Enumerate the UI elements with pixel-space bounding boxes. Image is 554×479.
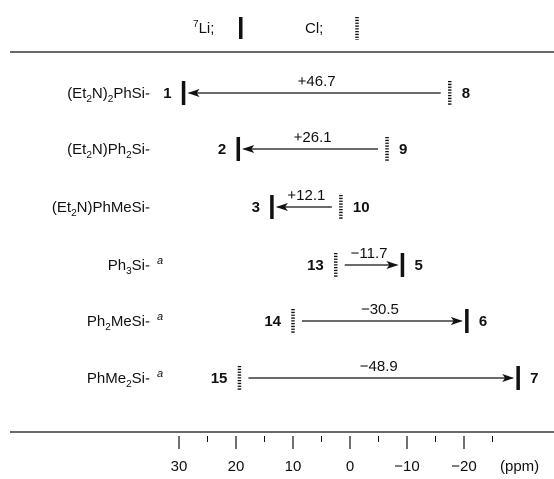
compound-label: (Et2N)PhMeSi- <box>52 199 150 219</box>
compound-label-part: PhSi- <box>113 85 150 102</box>
axis-tick-label: 0 <box>346 458 354 475</box>
compound-label-part: (Et <box>67 141 87 158</box>
compound-label: (Et2N)Ph2Si- <box>67 141 150 161</box>
legend-li-text: Li; <box>199 20 215 37</box>
compound-row: Ph3Si-a −11.7 5 13 <box>108 245 423 277</box>
footnote-marker: a <box>157 368 163 380</box>
compound-label-part: 2 <box>71 208 77 219</box>
li-compound-number: 3 <box>252 199 260 216</box>
footnote-marker: a <box>157 255 163 267</box>
axis-tick-label: 10 <box>285 458 302 475</box>
li-compound-number: 6 <box>479 313 487 330</box>
compound-label-part: 2 <box>126 379 132 390</box>
compound-label-part: Ph <box>108 257 126 274</box>
cl-compound-number: 9 <box>399 141 407 158</box>
shift-value: −48.9 <box>360 358 398 375</box>
shift-value: −30.5 <box>361 301 399 318</box>
li-bar <box>516 366 520 390</box>
shift-value: +46.7 <box>298 73 336 90</box>
compound-label-part: 2 <box>86 150 92 161</box>
legend: 7Li; Cl; <box>193 17 359 40</box>
axis-tick-label: 30 <box>171 458 188 475</box>
li-bar <box>270 195 274 219</box>
compound-label: Ph3Si- <box>108 257 150 277</box>
li-bar <box>400 253 405 277</box>
compound-label: Ph2MeSi- <box>87 313 150 333</box>
compound-row: (Et2N)2PhSi-+46.71 8 <box>67 73 470 105</box>
compound-row: (Et2N)Ph2Si-+26.12 9 <box>67 129 407 161</box>
compound-label: (Et2N)2PhSi- <box>67 85 150 105</box>
li-compound-number: 5 <box>414 257 422 274</box>
cl-compound-number: 13 <box>307 257 324 274</box>
compound-label: PhMe2Si- <box>87 370 150 390</box>
shift-value: +26.1 <box>294 129 332 146</box>
compound-row: Ph2MeSi-a −30.5 6 14 <box>87 301 487 333</box>
compound-label-part: N)PhMeSi- <box>77 199 150 216</box>
axis-tick-label: −10 <box>394 458 419 475</box>
compound-label-part: (Et <box>52 199 72 216</box>
legend-cl-label: Cl; <box>305 20 323 37</box>
compound-label-part: Si- <box>132 370 150 387</box>
compound-label-part: 2 <box>108 94 114 105</box>
legend-li-superscript: 7 <box>193 19 199 30</box>
cl-compound-number: 15 <box>211 370 228 387</box>
cl-compound-number: 10 <box>353 199 370 216</box>
x-axis: 30 20 10 0 −10 −20 <box>171 436 493 475</box>
compound-label-part: N) <box>92 85 108 102</box>
li-bar <box>465 309 469 333</box>
compound-label-part: PhMe <box>87 370 126 387</box>
li-compound-number: 2 <box>218 141 226 158</box>
compound-label-part: 3 <box>126 266 132 277</box>
compound-row: PhMe2Si-a −48.9 7 15 <box>87 358 538 390</box>
axis-tick-label: 20 <box>228 458 245 475</box>
compound-label-part: Si- <box>132 141 150 158</box>
compound-label-part: 2 <box>126 150 132 161</box>
compound-label-part: 2 <box>86 94 92 105</box>
shift-value: +12.1 <box>287 187 325 204</box>
cl-compound-number: 14 <box>264 313 281 330</box>
li-compound-number: 1 <box>163 85 171 102</box>
legend-li-solid-bar <box>239 17 243 39</box>
compound-label-part: Si- <box>132 257 150 274</box>
compound-label-part: 2 <box>105 322 111 333</box>
footnote-marker: a <box>157 311 163 323</box>
compound-label-part: MeSi- <box>111 313 150 330</box>
li-bar <box>236 137 241 161</box>
axis-unit-label: (ppm) <box>500 458 539 475</box>
compound-label-part: (Et <box>67 85 87 102</box>
compound-label-part: Ph <box>87 313 105 330</box>
li-compound-number: 7 <box>530 370 538 387</box>
rows: (Et2N)2PhSi-+46.71 8(Et2N)Ph2Si-+26.12 9(E… <box>52 73 538 390</box>
legend-li-label: 7Li; <box>193 19 214 37</box>
shift-value: −11.7 <box>351 245 388 262</box>
cl-compound-number: 8 <box>462 85 470 102</box>
li-bar <box>181 81 186 105</box>
compound-row: (Et2N)PhMeSi- +12.1 3 10 <box>52 187 370 219</box>
axis-tick-label: −20 <box>451 458 476 475</box>
compound-label-part: N)Ph <box>92 141 126 158</box>
